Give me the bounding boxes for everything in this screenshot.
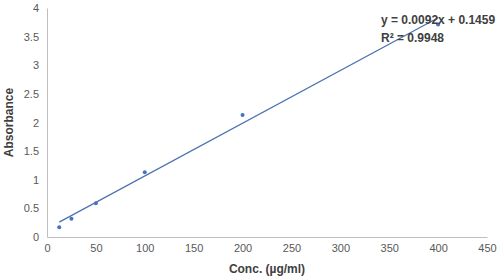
tick-label: 350 [381,242,399,254]
tick: 100 [136,237,154,254]
tick-label: 400 [429,242,447,254]
y-axis-title: Absorbance [2,88,16,158]
axis-line [47,9,48,238]
tick-label: 200 [234,242,252,254]
tick: 300 [332,237,350,254]
tick: 1 [33,174,47,186]
tick-label: 0 [33,231,39,243]
point [57,225,61,229]
tick-label: 100 [136,242,154,254]
trend-line [59,18,438,222]
tick: 3.5 [24,31,47,43]
point [143,170,147,174]
tick-label: 150 [185,242,203,254]
x-axis-title: Conc. (µg/ml) [229,262,305,276]
point [69,217,73,221]
tick: 0 [44,237,50,254]
marks [57,18,440,230]
tick: 2 [33,117,47,129]
tick: 50 [90,237,102,254]
tick-label: 0 [44,242,50,254]
tick-label: 3 [33,59,39,71]
point [241,113,245,117]
tick: 0 [33,231,47,243]
tick-label: 50 [90,242,102,254]
chart: 0 50 100 150 200 250 300 350 400 450 0 0.5 1 1.5 2 2.5 3… [0,0,500,278]
tick-label: 3.5 [24,31,39,43]
tick-label: 1.5 [24,145,39,157]
tick-label: 250 [283,242,301,254]
tick-label: 2.5 [24,88,39,100]
tick-label: 0.5 [24,202,39,214]
x-axis: 0 50 100 150 200 250 300 350 400 450 [44,237,496,254]
tick: 2.5 [24,88,47,100]
tick: 4 [33,2,47,14]
tick: 3 [33,59,47,71]
tick: 350 [381,237,399,254]
tick: 150 [185,237,203,254]
tick-label: 300 [332,242,350,254]
annotation: R² = 0.9948 [381,31,444,45]
tick: 200 [234,237,252,254]
tick-label: 450 [478,242,496,254]
annotation: y = 0.0092x + 0.1459 [381,13,495,27]
tick-label: 1 [33,174,39,186]
tick: 450 [478,237,496,254]
tick-label: 4 [33,2,39,14]
tick-label: 2 [33,117,39,129]
y-axis: 0 0.5 1 1.5 2 2.5 3 3.5 4 [24,2,48,243]
plot-area: 0 50 100 150 200 250 300 350 400 450 0 0.5 1 1.5 2 2.5 3… [24,2,497,254]
tick: 250 [283,237,301,254]
axis-line [48,237,488,238]
tick: 0.5 [24,202,47,214]
tick: 400 [429,237,447,254]
tick: 1.5 [24,145,47,157]
